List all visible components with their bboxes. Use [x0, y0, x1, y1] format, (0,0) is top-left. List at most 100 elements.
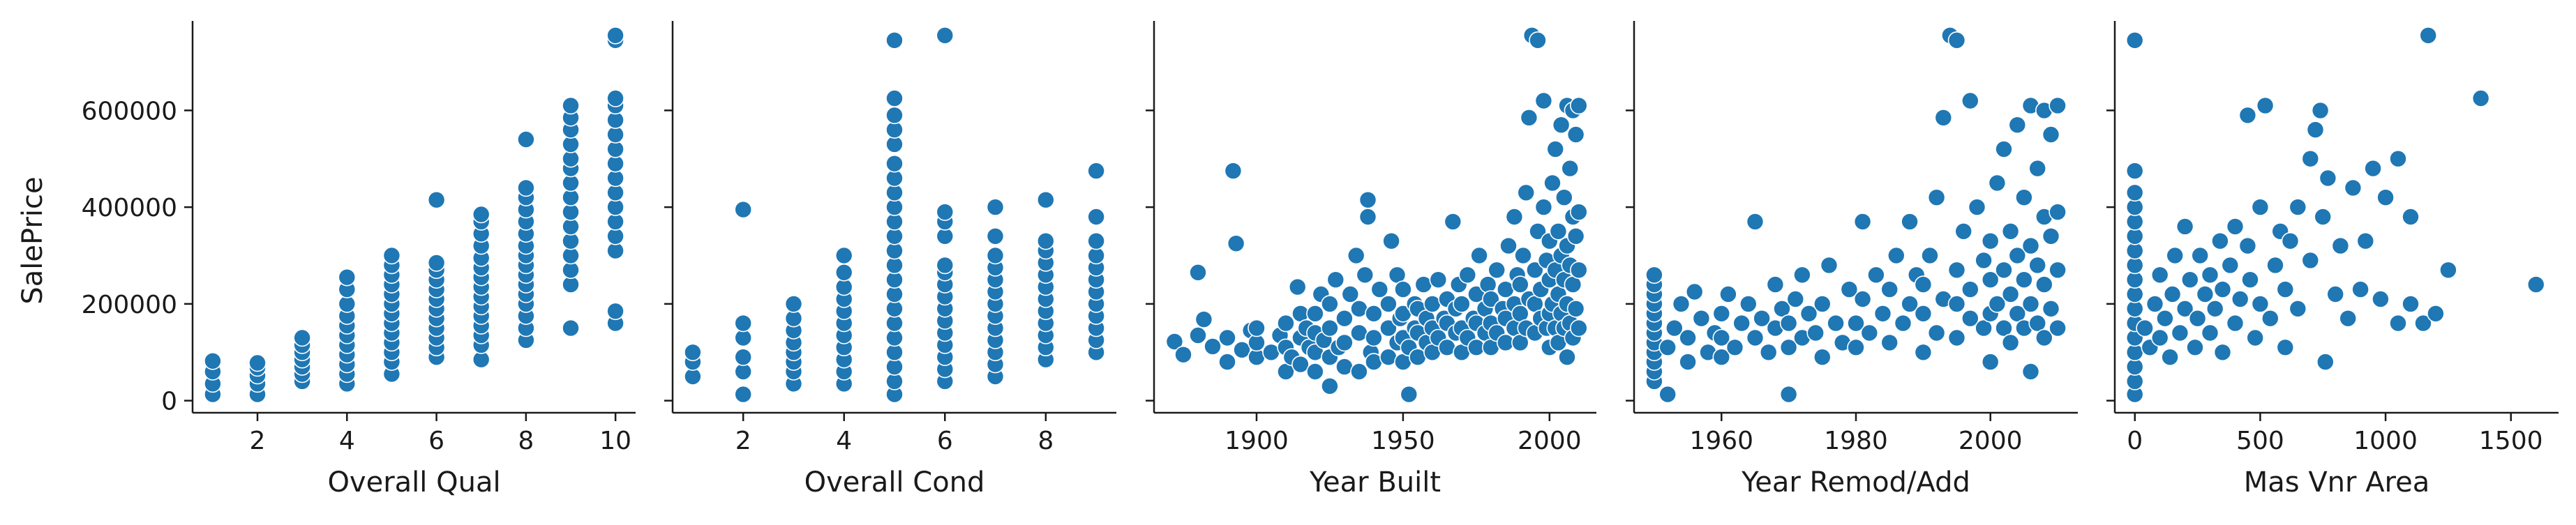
- scatter-point: [1505, 208, 1524, 226]
- scatter-point: [1901, 213, 1919, 231]
- scatter-point: [986, 198, 1005, 216]
- scatter-point: [1321, 376, 1339, 395]
- scatter-point: [2191, 246, 2209, 265]
- scatter-point: [1880, 333, 1899, 352]
- scatter-point: [1995, 319, 2013, 337]
- scatter-point: [1947, 295, 1966, 313]
- scatter-point: [834, 263, 853, 282]
- scatter-point: [1712, 348, 1731, 367]
- scatter-point: [1927, 324, 1946, 342]
- scatter-point: [1087, 231, 1105, 250]
- scatter-point: [1321, 295, 1339, 313]
- scatter-point: [1679, 353, 1697, 371]
- scatter-point: [2289, 198, 2307, 216]
- scatter-point: [2339, 309, 2357, 328]
- scatter-point: [2251, 295, 2270, 313]
- scatter-point: [2021, 363, 2040, 381]
- scatter-point: [1350, 363, 1368, 381]
- panel-5: 0 500 1000 1500 Mas Vnr Area: [2106, 21, 2559, 499]
- scatter-point: [2311, 101, 2330, 120]
- scatter-point: [1921, 246, 1939, 265]
- scatter-point: [2015, 188, 2033, 207]
- scatter-point: [2241, 271, 2259, 289]
- x-tick-label: 2: [250, 427, 266, 455]
- scatter-point: [2042, 299, 2060, 318]
- x-axis-label: Mas Vnr Area: [2244, 466, 2430, 499]
- x-tick-label: 2000: [1959, 427, 2023, 455]
- scatter-point: [2001, 222, 2020, 241]
- scatter-point: [2136, 319, 2154, 337]
- scatter-point: [1514, 246, 1532, 265]
- scatter-point: [1873, 304, 1892, 323]
- scatter-point: [2226, 218, 2245, 236]
- scatter-point: [1195, 310, 1213, 328]
- panel-1: 2 4 6 8 10 0 200000 400000 600000 Overall Qual: [82, 21, 636, 499]
- scatter-point: [1786, 290, 1805, 308]
- scatter-point: [1189, 263, 1207, 282]
- scatter-point: [2402, 208, 2420, 226]
- scatter-point: [885, 154, 904, 173]
- scatter-point: [1429, 271, 1448, 289]
- scatter-point: [1947, 328, 1966, 347]
- scatter-point: [1570, 203, 1588, 221]
- scatter-point: [2251, 198, 2270, 216]
- scatter-point: [1306, 304, 1324, 323]
- scatter-point: [1488, 261, 1506, 280]
- scatter-point: [1954, 222, 1972, 241]
- scatter-point: [2015, 271, 2033, 289]
- scatter-point: [2196, 285, 2215, 303]
- scatter-point: [2314, 208, 2332, 226]
- scatter-point: [1224, 162, 1243, 180]
- scatter-point: [1566, 299, 1585, 318]
- panel-3: 1900 1950 2000 Year Built: [1146, 21, 1596, 499]
- scatter-point: [1534, 91, 1553, 110]
- scatter-point: [2146, 295, 2164, 313]
- scatter-point: [2028, 256, 2046, 275]
- scatter-point: [2256, 96, 2275, 115]
- scatter-point: [472, 205, 491, 224]
- scatter-point: [986, 246, 1005, 265]
- scatter-point: [936, 256, 954, 275]
- scatter-point: [1779, 314, 1798, 333]
- scatter-point: [2125, 31, 2144, 50]
- scatter-point: [1534, 198, 1553, 216]
- scatter-point: [1914, 304, 1933, 323]
- scatter-point: [1529, 31, 1547, 50]
- scatter-point: [1382, 231, 1400, 250]
- scatter-point: [293, 328, 311, 347]
- scatter-point: [1988, 174, 2007, 192]
- scatter-point: [1746, 328, 1765, 347]
- scatter-point: [1847, 314, 1865, 333]
- scatter-point: [2276, 280, 2295, 298]
- scatter-point: [1981, 231, 2000, 250]
- scatter-point: [1867, 266, 1885, 284]
- scatter-point: [936, 26, 954, 45]
- x-tick-label: 4: [339, 427, 355, 455]
- scatter-point: [734, 314, 752, 333]
- x-tick-label: 1500: [2479, 427, 2543, 455]
- scatter-point: [1746, 213, 1765, 231]
- x-tick-label: 8: [518, 427, 534, 455]
- scatter-point: [1570, 96, 1588, 115]
- scatter-point: [986, 227, 1005, 245]
- scatter-point: [2351, 280, 2369, 298]
- scatter-point: [517, 130, 535, 149]
- scatter-point: [1227, 234, 1245, 253]
- scatter-point: [1779, 385, 1798, 404]
- scatter-point: [2427, 304, 2445, 323]
- scatter-point: [1520, 109, 1538, 127]
- scatter-point: [1356, 266, 1375, 284]
- scatter-point: [1880, 280, 1899, 298]
- scatter-point: [2376, 188, 2395, 207]
- scatter-point: [562, 96, 580, 115]
- scatter-point: [1853, 290, 1872, 308]
- scatter-point: [784, 295, 803, 313]
- scatter-point: [1478, 275, 1497, 294]
- scatter-point: [734, 348, 752, 367]
- scatter-point: [1961, 309, 1979, 328]
- scatter-point: [1739, 295, 1758, 313]
- scatter-point: [1555, 188, 1573, 207]
- scatter-point: [1968, 198, 1986, 216]
- scatter-point: [2201, 324, 2219, 342]
